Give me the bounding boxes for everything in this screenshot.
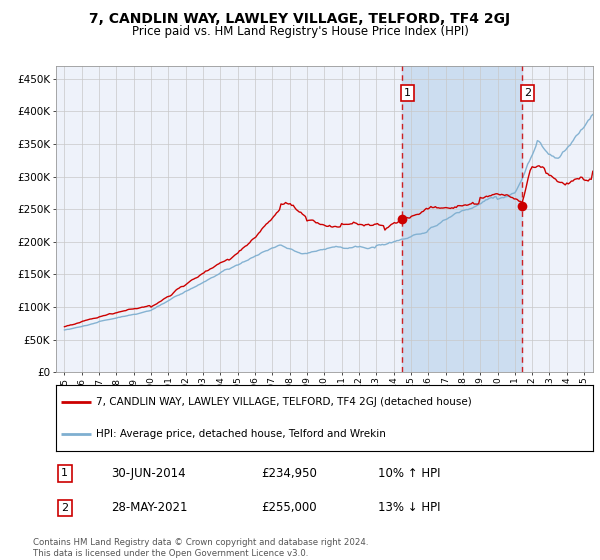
Text: 13% ↓ HPI: 13% ↓ HPI [378, 501, 440, 515]
Text: 30-JUN-2014: 30-JUN-2014 [111, 466, 185, 480]
Text: 1: 1 [61, 468, 68, 478]
Text: 7, CANDLIN WAY, LAWLEY VILLAGE, TELFORD, TF4 2GJ (detached house): 7, CANDLIN WAY, LAWLEY VILLAGE, TELFORD,… [96, 397, 472, 407]
Text: 28-MAY-2021: 28-MAY-2021 [111, 501, 187, 515]
Text: HPI: Average price, detached house, Telford and Wrekin: HPI: Average price, detached house, Telf… [96, 428, 386, 438]
Text: 10% ↑ HPI: 10% ↑ HPI [378, 466, 440, 480]
Text: £255,000: £255,000 [261, 501, 317, 515]
Text: Contains HM Land Registry data © Crown copyright and database right 2024.
This d: Contains HM Land Registry data © Crown c… [33, 538, 368, 558]
Text: £234,950: £234,950 [261, 466, 317, 480]
Text: 7, CANDLIN WAY, LAWLEY VILLAGE, TELFORD, TF4 2GJ: 7, CANDLIN WAY, LAWLEY VILLAGE, TELFORD,… [89, 12, 511, 26]
Text: 1: 1 [404, 88, 411, 98]
Text: Price paid vs. HM Land Registry's House Price Index (HPI): Price paid vs. HM Land Registry's House … [131, 25, 469, 38]
Bar [402, 66, 522, 372]
Text: 2: 2 [61, 503, 68, 513]
Text: 2: 2 [524, 88, 531, 98]
